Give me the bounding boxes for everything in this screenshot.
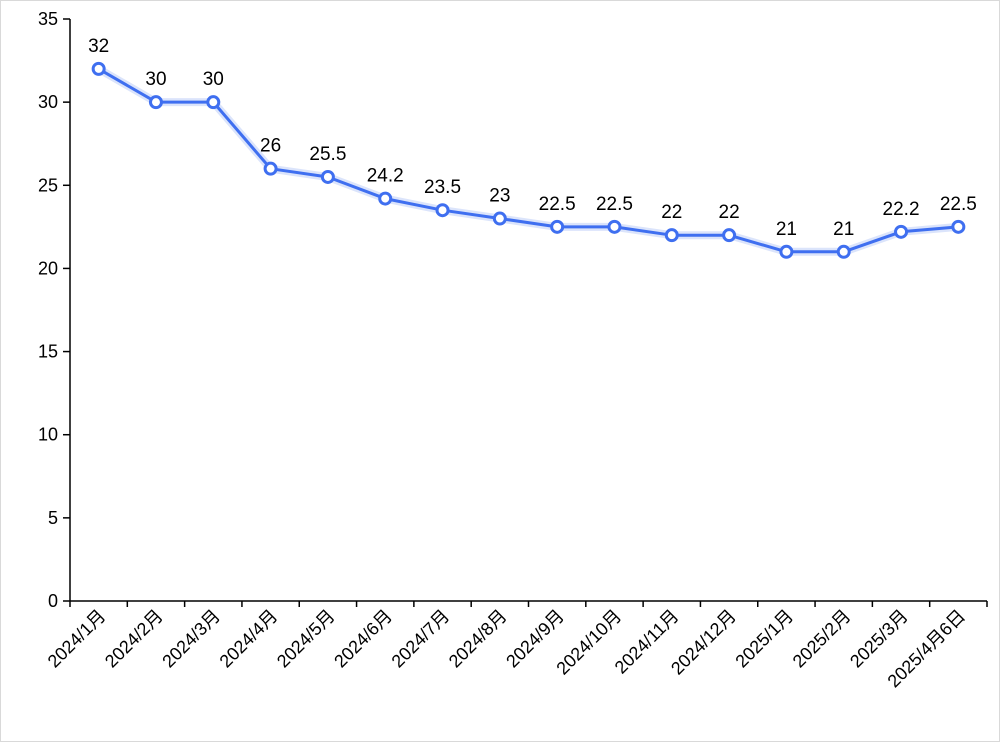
data-label: 23 [489, 186, 510, 207]
data-point [550, 219, 565, 234]
data-label: 30 [145, 69, 166, 90]
data-point [148, 95, 163, 110]
data-labels: 32 30 30 26 25.5 24.2 23.5 23 22.5 22.5 22 22 21 21 22… [88, 36, 977, 240]
x-tick-label: 2024/8月 [445, 606, 511, 672]
data-point [951, 219, 966, 234]
data-point [894, 224, 909, 239]
y-tick-label: 35 [38, 9, 58, 29]
x-tick-label: 2025/1月 [731, 606, 797, 672]
y-tick-label: 0 [48, 591, 58, 611]
x-tick-label: 2024/2月 [101, 606, 167, 672]
data-label: 22 [661, 202, 682, 223]
y-tick-label: 5 [48, 508, 58, 528]
data-label: 22.5 [940, 194, 977, 215]
x-tick-label: 2024/3月 [158, 606, 224, 672]
data-point [91, 61, 106, 76]
series-line-group [96, 65, 959, 256]
x-tick-label: 2024/1月 [44, 606, 110, 672]
data-label: 23.5 [424, 177, 461, 198]
data-point [320, 169, 335, 184]
data-point [779, 244, 794, 259]
data-label: 21 [776, 219, 797, 240]
data-point [492, 211, 507, 226]
x-tick-label: 2024/7月 [388, 606, 454, 672]
y-axis: 0 5 10 15 20 25 30 35 [38, 9, 71, 611]
data-label: 32 [88, 36, 109, 57]
data-label: 22.5 [596, 194, 633, 215]
y-tick-label: 25 [38, 175, 58, 195]
data-point [378, 191, 393, 206]
data-label: 22 [719, 202, 740, 223]
data-point [664, 228, 679, 243]
y-tick-label: 10 [38, 425, 58, 445]
data-label: 25.5 [309, 144, 346, 165]
y-tick-label: 20 [38, 258, 58, 278]
data-points [91, 61, 966, 259]
data-label: 30 [203, 69, 224, 90]
data-label: 26 [260, 136, 281, 157]
data-label: 21 [833, 219, 854, 240]
series-line [97, 67, 959, 254]
data-point [435, 203, 450, 218]
series-line-glow [96, 65, 959, 256]
x-tick-label: 2024/5月 [273, 606, 339, 672]
x-axis: 2024/1月2024/2月2024/3月2024/4月2024/5月2024/… [44, 600, 988, 691]
data-point [607, 219, 622, 234]
data-label: 24.2 [367, 166, 404, 187]
data-point [206, 95, 221, 110]
data-point [836, 244, 851, 259]
y-tick-label: 15 [38, 342, 58, 362]
x-tick-label: 2025/2月 [789, 606, 855, 672]
x-tick-label: 2024/4月 [216, 606, 282, 672]
data-label: 22.2 [883, 199, 920, 220]
data-point [722, 228, 737, 243]
x-tick-label: 2024/6月 [330, 606, 396, 672]
y-tick-label: 30 [38, 92, 58, 112]
data-label: 22.5 [539, 194, 576, 215]
data-point [263, 161, 278, 176]
